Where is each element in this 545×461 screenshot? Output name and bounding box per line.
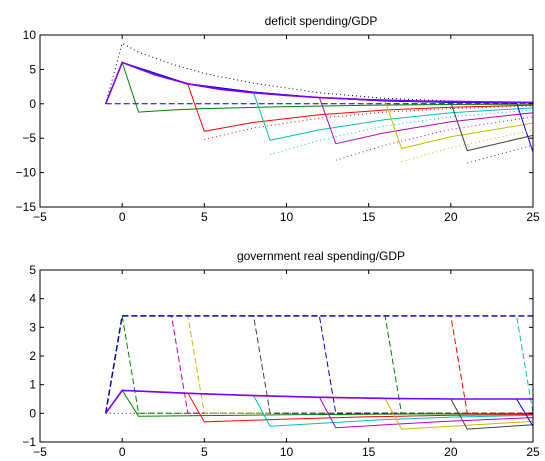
y-tick-label: 0 xyxy=(29,406,36,420)
x-tick-label: 25 xyxy=(526,210,540,224)
chart-title: government real spending/GDP xyxy=(237,249,405,263)
series-line-7 xyxy=(105,61,533,150)
x-tick-label: 25 xyxy=(526,445,540,459)
x-tick-label: 0 xyxy=(119,210,126,224)
x-tick-label: 5 xyxy=(201,445,208,459)
series-line-6 xyxy=(105,61,533,145)
y-tick-label: 0 xyxy=(29,97,36,111)
y-tick-label: 2 xyxy=(29,349,36,363)
y-tick-label: 5 xyxy=(29,263,36,277)
series-line-11 xyxy=(269,109,533,156)
y-tick-label: 10 xyxy=(23,28,37,42)
plot-area xyxy=(105,315,533,430)
y-tick-label: −15 xyxy=(16,200,37,214)
x-tick-label: 15 xyxy=(362,445,376,459)
x-tick-label: 10 xyxy=(280,445,294,459)
series-line-13 xyxy=(105,389,533,427)
series-line-14 xyxy=(105,389,533,429)
y-tick-label: 4 xyxy=(29,292,36,306)
axes-frame xyxy=(39,269,534,443)
x-tick-label: −5 xyxy=(33,210,47,224)
x-tick-label: −5 xyxy=(33,445,47,459)
x-tick-label: 10 xyxy=(280,210,294,224)
chart-title: deficit spending/GDP xyxy=(265,14,378,28)
y-tick-label: −1 xyxy=(22,435,36,449)
chart-deficit-spending: deficit spending/GDP −5 0 5 10 15 20 25 −15 −10 −… xyxy=(16,14,540,224)
series-line-11 xyxy=(105,389,533,417)
plot-area xyxy=(104,42,533,164)
y-tick-label: 3 xyxy=(29,320,36,334)
series-line-17 xyxy=(105,389,533,427)
series-line-3 xyxy=(105,61,533,113)
series-line-10 xyxy=(105,315,533,414)
series-line-12 xyxy=(335,116,533,161)
series-line-14 xyxy=(467,144,533,164)
x-tick-label: 20 xyxy=(444,445,458,459)
chart-government-spending: government real spending/GDP −5 0 5 10 15 20 2… xyxy=(22,249,540,459)
series-line-1 xyxy=(105,42,533,104)
x-tick-label: 5 xyxy=(201,210,208,224)
series-line-18 xyxy=(105,389,533,414)
y-tick-label: 5 xyxy=(29,62,36,76)
y-tick-label: −5 xyxy=(22,131,36,145)
y-tick-label: 1 xyxy=(29,378,36,392)
series-line-13 xyxy=(401,129,533,163)
x-tick-label: 0 xyxy=(119,445,126,459)
x-tick-label: 20 xyxy=(444,210,458,224)
series-line-15 xyxy=(104,61,533,105)
x-tick-label: 15 xyxy=(362,210,376,224)
y-tick-label: −10 xyxy=(16,166,37,180)
